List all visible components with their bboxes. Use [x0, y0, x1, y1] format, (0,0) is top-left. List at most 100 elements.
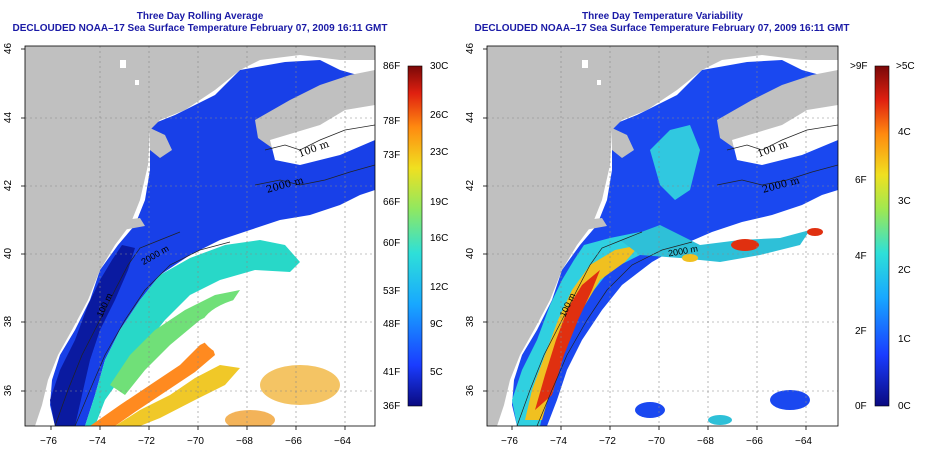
left-ytick-6: 36	[3, 384, 15, 397]
left-cb-c-3: 23C	[430, 147, 449, 158]
right-cb-c-2: 4C	[898, 127, 911, 138]
left-xtick-1: −76	[40, 436, 57, 447]
left-ytick-2: 44	[3, 111, 15, 124]
right-variability-ridge	[620, 225, 810, 262]
right-cb-c-1: >5C	[896, 61, 915, 72]
left-map-frame	[24, 45, 376, 427]
right-ytick-2: 44	[465, 111, 477, 124]
right-variability-peak	[535, 270, 600, 410]
right-land-longisland	[547, 218, 607, 235]
right-ytick-5: 38	[465, 315, 477, 328]
left-land-capecod	[150, 128, 172, 158]
right-patch-2	[635, 402, 665, 418]
left-cb-c-8: 5C	[430, 367, 443, 378]
left-contour-2000m-nova	[254, 164, 375, 186]
left-cb-c-6: 12C	[430, 282, 449, 293]
left-contour-2000m	[74, 241, 231, 426]
right-hotspot-1	[731, 239, 759, 251]
left-cb-f-3: 73F	[383, 150, 401, 161]
right-ytick-1: 46	[465, 42, 477, 55]
left-cb-c-4: 19C	[430, 197, 449, 208]
left-cb-f-1: 86F	[383, 61, 401, 72]
right-island-2	[597, 80, 601, 85]
left-cb-c-5: 16C	[430, 233, 449, 244]
left-title-line2: DECLOUDED NOAA–17 Sea Surface Temperatur…	[12, 23, 388, 34]
right-title-line2: DECLOUDED NOAA–17 Sea Surface Temperatur…	[474, 23, 850, 34]
right-xtick-3: −72	[599, 436, 616, 447]
right-gridlines	[487, 46, 838, 426]
left-land-main	[25, 46, 375, 426]
left-warm-patch	[225, 410, 275, 426]
left-gridlines	[25, 46, 375, 426]
left-cb-f-2: 78F	[383, 116, 401, 127]
left-cb-f-6: 53F	[383, 286, 401, 297]
left-map	[25, 46, 375, 426]
right-cloud-3	[660, 295, 740, 345]
right-contour-2000m-nova	[716, 164, 838, 186]
right-land-delmarva	[497, 320, 522, 370]
left-cloud-nova	[270, 105, 375, 165]
left-xtick-2: −74	[89, 436, 106, 447]
right-cb-c-3: 3C	[898, 196, 911, 207]
left-ytick-5: 38	[3, 315, 15, 328]
right-map	[487, 46, 838, 426]
left-ytick-4: 40	[3, 247, 15, 260]
right-ytick-4: 40	[465, 247, 477, 260]
right-cb-f-4: 2F	[855, 326, 867, 337]
right-cb-f-2: 6F	[855, 175, 867, 186]
right-title-line1: Three Day Temperature Variability	[582, 11, 743, 22]
left-xtick-6: −66	[285, 436, 302, 447]
right-map-frame	[486, 45, 839, 427]
left-dark-shelf	[50, 245, 135, 426]
right-island-1	[582, 60, 588, 68]
right-xtick-6: −66	[746, 436, 763, 447]
left-cb-c-7: 9C	[430, 319, 443, 330]
left-contour-100m-1	[54, 231, 181, 426]
left-gulf-stream	[90, 340, 215, 426]
right-contour-100m-1	[516, 231, 643, 426]
left-xtick-5: −68	[236, 436, 253, 447]
right-ytick-3: 42	[465, 179, 477, 192]
left-title-line1: Three Day Rolling Average	[136, 11, 264, 22]
right-ytick-6: 36	[465, 384, 477, 397]
left-xtick-7: −64	[334, 436, 351, 447]
right-xtick-5: −68	[697, 436, 714, 447]
left-cb-f-7: 48F	[383, 319, 401, 330]
left-warm-eddy	[260, 365, 340, 405]
left-island-1	[120, 60, 126, 68]
right-cb-f-3: 4F	[855, 251, 867, 262]
right-cb-f-5: 0F	[855, 401, 867, 412]
right-land-capecod	[612, 128, 634, 158]
left-island-2	[135, 80, 139, 85]
right-contour-100m-nova	[726, 124, 838, 151]
right-xtick-2: −74	[550, 436, 567, 447]
right-xtick-1: −76	[501, 436, 518, 447]
left-cb-f-8: 41F	[383, 367, 401, 378]
left-cb-f-4: 66F	[383, 197, 401, 208]
right-cb-c-6: 0C	[898, 401, 911, 412]
right-cloud-nova	[732, 105, 838, 165]
left-land-longisland	[85, 218, 145, 235]
right-hotspot-3	[807, 228, 823, 236]
left-cb-c-2: 26C	[430, 110, 449, 121]
right-xtick-7: −64	[795, 436, 812, 447]
left-xtick-4: −70	[187, 436, 204, 447]
left-colorbar	[407, 65, 423, 407]
left-ytick-1: 46	[3, 42, 15, 55]
right-cb-f-1: >9F	[850, 61, 868, 72]
right-contour-2000m	[536, 241, 693, 426]
right-patch-3	[708, 415, 732, 425]
left-tick-marks	[21, 48, 346, 430]
left-cloud-2	[285, 275, 375, 325]
left-xtick-3: −72	[138, 436, 155, 447]
right-cb-c-4: 2C	[898, 265, 911, 276]
left-contour-100m-nova	[264, 124, 375, 151]
right-colorbar	[874, 65, 890, 407]
left-cb-c-1: 30C	[430, 61, 449, 72]
right-cb-c-5: 1C	[898, 334, 911, 345]
right-tick-marks	[483, 48, 807, 430]
right-hotspot-2	[682, 254, 698, 262]
right-patch-1	[770, 390, 810, 410]
left-land-delmarva	[35, 320, 60, 370]
